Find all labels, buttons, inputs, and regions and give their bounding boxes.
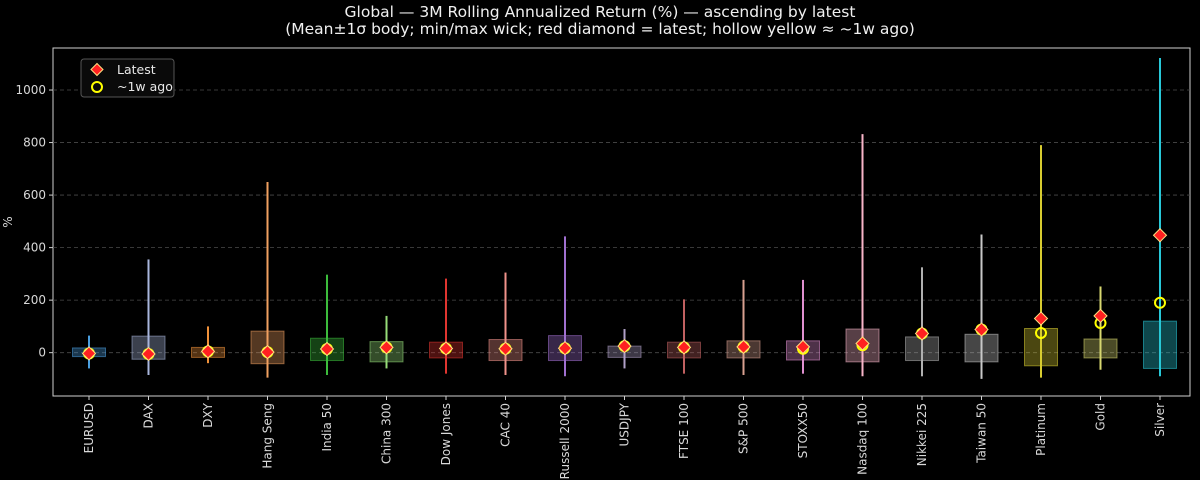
x-tick-label: DAX [142,403,156,428]
x-tick-label: Taiwan 50 [975,403,989,464]
legend-box [80,58,175,98]
x-tick-label: Dow Jones [439,403,453,465]
x-tick-label: CAC 40 [499,403,513,447]
y-tick-label: 400 [23,241,46,255]
y-axis-label: % [1,216,15,227]
week-ago-marker [1154,296,1166,309]
body [1143,320,1177,369]
x-tick-label: DXY [201,402,215,427]
x-tick-label: Platinum [1034,403,1048,456]
latest-marker [914,326,930,341]
latest-marker [855,336,870,351]
x-axis: EURUSD DAX DXY Hang Seng India 50 China 300 Do… [82,396,1167,479]
latest-marker [676,340,692,355]
y-tick-label: 600 [23,188,46,202]
latest-marker [795,339,811,355]
x-tick-label: Hang Seng [261,403,275,469]
x-tick-label: India 50 [320,403,334,452]
x-tick-label: China 300 [380,403,394,464]
chart-subtitle: (Mean±1σ body; min/max wick; red diamond… [285,20,915,38]
y-axis: 0 200 400 600 800 1000 [15,83,53,360]
latest-marker [200,344,216,359]
marks-layer [72,57,1177,379]
chart-title: Global — 3M Rolling Annualized Return (%… [344,3,856,21]
latest-marker [498,341,513,356]
x-tick-label: EURUSD [82,403,96,453]
legend-latest-marker [90,62,104,77]
latest-marker [141,346,156,362]
body [1024,328,1058,367]
grid-layer [53,89,1190,354]
latest-marker [260,344,275,360]
latest-marker [1093,308,1108,324]
y-tick-label: 800 [23,136,46,150]
y-tick-label: 1000 [15,83,46,97]
body [1083,338,1118,359]
x-tick-label: USDJPY [618,402,632,446]
latest-marker [438,341,454,356]
body [964,333,999,363]
latest-marker [736,339,751,355]
latest-marker [379,340,394,355]
x-tick-label: S&P 500 [737,403,751,454]
latest-marker [319,341,335,357]
latest-marker [1152,228,1168,243]
legend: Latest ~1w ago [80,58,175,98]
x-tick-label: Silver [1153,403,1167,437]
x-tick-label: Nikkei 225 [915,403,929,466]
latest-marker [1033,311,1049,326]
x-tick-label: Nasdaq 100 [856,403,870,475]
x-tick-label: FTSE 100 [677,403,691,459]
latest-marker [617,338,632,354]
week-ago-marker [1035,326,1047,339]
x-tick-label: STOXX50 [796,403,810,458]
latest-marker [557,340,573,356]
legend-weekago-label: ~1w ago [117,79,173,94]
x-tick-label: Gold [1094,403,1108,431]
y-tick-label: 0 [38,346,46,360]
latest-marker [81,346,97,361]
legend-weekago-marker [91,81,103,93]
latest-marker [974,322,989,337]
x-tick-label: Russell 2000 [558,403,572,479]
plot-frame [52,47,1191,397]
y-tick-label: 200 [23,293,46,307]
legend-latest-label: Latest [117,62,156,77]
